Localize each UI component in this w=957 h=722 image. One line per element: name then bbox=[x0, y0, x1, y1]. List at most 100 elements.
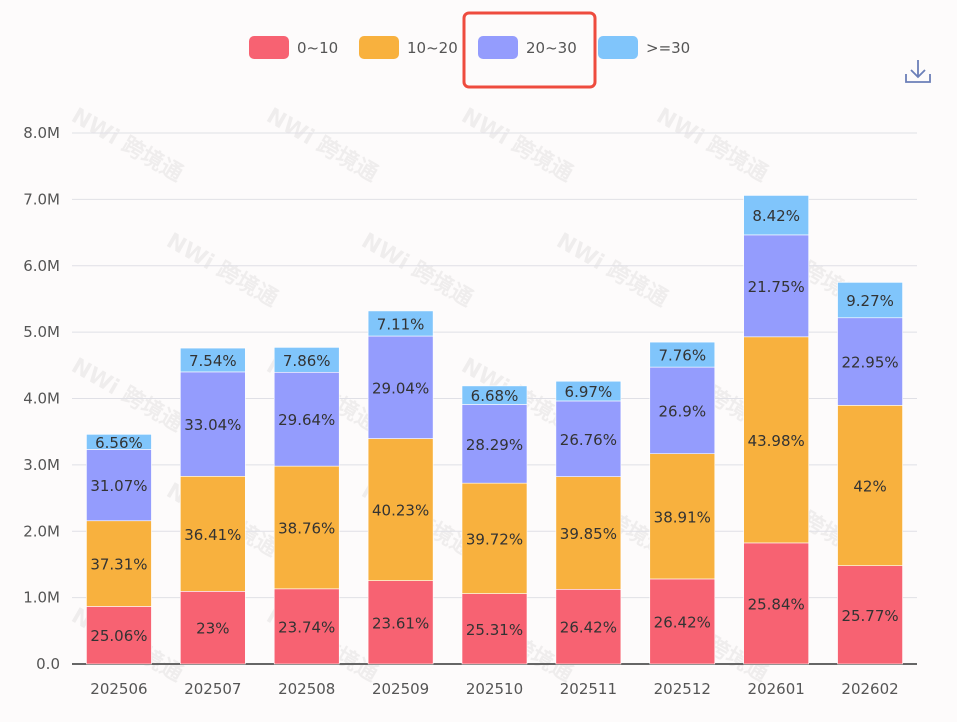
bar-segment[interactable] bbox=[86, 520, 152, 607]
legend-swatch[interactable] bbox=[359, 36, 399, 59]
bar-segment[interactable] bbox=[649, 341, 716, 368]
data-label: 26.9% bbox=[658, 402, 706, 420]
data-label: 7.11% bbox=[377, 315, 425, 333]
data-label: 29.04% bbox=[372, 379, 429, 397]
x-tick-label: 202508 bbox=[278, 680, 335, 698]
bar-segment[interactable] bbox=[555, 400, 622, 477]
data-label: 6.56% bbox=[95, 434, 143, 452]
data-label: 43.98% bbox=[748, 432, 805, 450]
bar-segment[interactable] bbox=[86, 434, 152, 450]
x-tick-label: 202602 bbox=[841, 680, 898, 698]
data-label: 7.54% bbox=[189, 352, 237, 370]
data-label: 21.75% bbox=[748, 278, 805, 296]
x-tick-label: 202506 bbox=[90, 680, 147, 698]
x-tick-label: 202511 bbox=[560, 680, 617, 698]
bar-segment[interactable] bbox=[180, 347, 246, 373]
watermark: NWi 跨境通 bbox=[67, 103, 187, 187]
download-icon[interactable] bbox=[905, 60, 931, 83]
data-label: 6.97% bbox=[565, 383, 613, 401]
legend-swatch[interactable] bbox=[478, 36, 518, 59]
bar-segment[interactable] bbox=[555, 476, 622, 590]
y-tick-label: 1.0M bbox=[23, 589, 60, 607]
bar-segment[interactable] bbox=[649, 453, 716, 580]
data-label: 26.42% bbox=[654, 613, 711, 631]
data-label: 7.86% bbox=[283, 352, 331, 370]
data-label: 31.07% bbox=[90, 477, 147, 495]
x-tick-label: 202507 bbox=[184, 680, 241, 698]
data-label: 33.04% bbox=[184, 416, 241, 434]
legend-label[interactable]: 10~20 bbox=[407, 39, 458, 57]
data-label: 25.84% bbox=[748, 595, 805, 613]
bar-segment[interactable] bbox=[555, 380, 622, 402]
watermark: NWi 跨境通 bbox=[162, 228, 282, 312]
watermark: NWi 跨境通 bbox=[67, 353, 187, 437]
data-label: 8.42% bbox=[752, 207, 800, 225]
bar-segment[interactable] bbox=[461, 404, 528, 484]
watermark: NWi 跨境通 bbox=[457, 103, 577, 187]
data-label: 39.85% bbox=[560, 525, 617, 543]
x-tick-label: 202512 bbox=[654, 680, 711, 698]
data-label: 26.76% bbox=[560, 431, 617, 449]
y-tick-label: 8.0M bbox=[23, 124, 60, 142]
data-label: 38.91% bbox=[654, 508, 711, 526]
data-label: 25.77% bbox=[841, 607, 898, 625]
y-tick-label: 3.0M bbox=[23, 456, 60, 474]
bar-segment[interactable] bbox=[180, 371, 246, 477]
bar-segment[interactable] bbox=[367, 335, 434, 439]
bar-segment[interactable] bbox=[273, 465, 340, 590]
bar-segment[interactable] bbox=[649, 366, 716, 454]
legend-swatch[interactable] bbox=[249, 36, 289, 59]
bar-segment[interactable] bbox=[461, 482, 528, 594]
bar-segment[interactable] bbox=[86, 606, 152, 665]
y-tick-label: 4.0M bbox=[23, 390, 60, 408]
legend-label[interactable]: 20~30 bbox=[526, 39, 577, 57]
data-label: 25.06% bbox=[90, 627, 147, 645]
data-label: 36.41% bbox=[184, 526, 241, 544]
y-tick-label: 7.0M bbox=[23, 190, 60, 208]
bar-segment[interactable] bbox=[273, 347, 340, 373]
watermark: NWi 跨境通 bbox=[357, 228, 477, 312]
watermark: NWi 跨境通 bbox=[552, 228, 672, 312]
data-label: 39.72% bbox=[466, 530, 523, 548]
x-tick-label: 202510 bbox=[466, 680, 523, 698]
bar-segment[interactable] bbox=[367, 580, 434, 665]
data-label: 7.76% bbox=[658, 347, 706, 365]
bar-segment[interactable] bbox=[273, 371, 340, 467]
data-label: 22.95% bbox=[841, 354, 898, 372]
bar-segment[interactable] bbox=[180, 591, 246, 665]
bar-segment[interactable] bbox=[743, 542, 809, 665]
data-label: 37.31% bbox=[90, 556, 147, 574]
legend-swatch[interactable] bbox=[598, 36, 638, 59]
bar-segment[interactable] bbox=[273, 588, 340, 665]
legend-label[interactable]: >=30 bbox=[646, 39, 690, 57]
data-label: 42% bbox=[853, 477, 886, 495]
data-label: 38.76% bbox=[278, 519, 335, 537]
bar-segment[interactable] bbox=[180, 475, 246, 592]
data-label: 6.68% bbox=[471, 387, 519, 405]
bar-segment[interactable] bbox=[367, 438, 434, 581]
data-label: 23.61% bbox=[372, 614, 429, 632]
data-label: 29.64% bbox=[278, 411, 335, 429]
y-tick-label: 2.0M bbox=[23, 522, 60, 540]
bar-segment[interactable] bbox=[367, 310, 434, 337]
y-tick-label: 0.0 bbox=[36, 655, 60, 673]
bar-segment[interactable] bbox=[837, 317, 903, 406]
bar-segment[interactable] bbox=[461, 593, 528, 665]
data-label: 23.74% bbox=[278, 618, 335, 636]
highlight-box bbox=[462, 11, 597, 89]
data-label: 9.27% bbox=[846, 292, 894, 310]
watermark: NWi 跨境通 bbox=[652, 103, 772, 187]
bar-segment[interactable] bbox=[743, 234, 809, 338]
watermark: NWi 跨境通 bbox=[262, 103, 382, 187]
x-tick-label: 202509 bbox=[372, 680, 429, 698]
bar-segment[interactable] bbox=[461, 385, 528, 405]
data-label: 40.23% bbox=[372, 502, 429, 520]
data-label: 26.42% bbox=[560, 619, 617, 637]
bar-segment[interactable] bbox=[743, 195, 809, 236]
bar-segment[interactable] bbox=[837, 282, 903, 319]
bar-segment[interactable] bbox=[86, 449, 152, 522]
bar-segment[interactable] bbox=[649, 578, 716, 665]
legend-label[interactable]: 0~10 bbox=[297, 39, 338, 57]
y-tick-label: 6.0M bbox=[23, 257, 60, 275]
